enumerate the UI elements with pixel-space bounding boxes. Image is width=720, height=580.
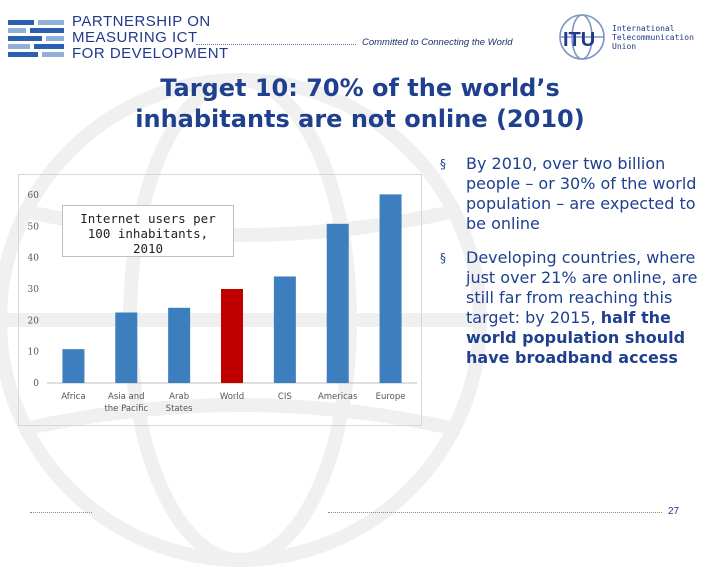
bar bbox=[62, 349, 85, 383]
x-tick-label: Arab bbox=[169, 392, 189, 402]
bullet-item: § By 2010, over two billion people – or … bbox=[436, 154, 720, 234]
bar bbox=[379, 194, 402, 383]
x-tick-label: Africa bbox=[61, 392, 85, 402]
logo-line-2: MEASURING ICT bbox=[72, 29, 198, 46]
x-tick-label: States bbox=[166, 404, 193, 414]
bar-chart-svg: 0 10 20 30 40 50 60 Africa Asia and the Pacific Ar… bbox=[28, 191, 417, 414]
legend-line-2: 100 inhabitants, bbox=[87, 226, 209, 241]
x-tick-label: the Pacific bbox=[104, 404, 148, 414]
footer-dotted-rule-left bbox=[30, 512, 92, 513]
tagline: Committed to Connecting the World bbox=[362, 37, 513, 48]
partnership-logo-text: PARTNERSHIP ON MEASURING ICT FOR DEVELOP… bbox=[72, 14, 229, 62]
bullet-text-plain: By 2010, over two billion people – or 30… bbox=[466, 154, 697, 233]
footer-dotted-rule-right bbox=[328, 512, 662, 513]
page-number: 27 bbox=[668, 506, 680, 517]
y-tick-label: 50 bbox=[28, 222, 40, 232]
itu-name: International Telecommunication Union bbox=[612, 24, 694, 51]
bullet-text-bold: half the world population should have br… bbox=[466, 308, 686, 367]
chart-legend-box: Internet users per 100 inhabitants, 2010 bbox=[62, 205, 234, 257]
x-tick-label: Europe bbox=[376, 392, 406, 402]
y-tick-label: 40 bbox=[28, 254, 40, 264]
itu-logo-icon: ITU bbox=[559, 14, 605, 60]
header-dotted-rule bbox=[196, 44, 356, 45]
itu-logo-mark: ITU bbox=[563, 29, 595, 51]
bullet-item: § Developing countries, where just over … bbox=[436, 248, 720, 368]
y-tick-label: 10 bbox=[28, 348, 40, 358]
slide-title-line-1: Target 10: 70% of the world’s bbox=[160, 74, 560, 102]
bar bbox=[221, 289, 243, 383]
x-tick-label: World bbox=[220, 392, 244, 402]
bar bbox=[326, 223, 349, 383]
y-tick-label: 30 bbox=[28, 285, 40, 295]
bullet-text: Developing countries, where just over 21… bbox=[466, 248, 698, 367]
bar-chart: 0 10 20 30 40 50 60 Africa Asia and the Pacific Ar… bbox=[18, 174, 422, 426]
bullet-marker: § bbox=[440, 251, 446, 265]
slide-title-line-2: inhabitants are not online (2010) bbox=[135, 105, 585, 133]
y-tick-label: 20 bbox=[28, 316, 40, 326]
y-tick-label: 60 bbox=[28, 191, 40, 201]
logo-line-3: FOR DEVELOPMENT bbox=[72, 45, 229, 62]
y-tick-label: 0 bbox=[33, 379, 39, 389]
x-tick-label: Asia and bbox=[108, 392, 145, 402]
x-tick-label: CIS bbox=[278, 392, 292, 402]
partnership-logo-icon bbox=[8, 20, 64, 57]
logo-line-1: PARTNERSHIP ON bbox=[72, 13, 211, 30]
bullet-list: § By 2010, over two billion people – or … bbox=[436, 154, 720, 382]
itu-line-3: Union bbox=[612, 42, 637, 51]
slide-title: Target 10: 70% of the world’s inhabitant… bbox=[60, 73, 660, 135]
x-tick-label: Americas bbox=[318, 392, 358, 402]
bullet-text-plain: Developing countries, where just over 21… bbox=[466, 248, 698, 327]
itu-line-1: International bbox=[612, 24, 675, 33]
bullet-marker: § bbox=[440, 157, 446, 171]
bullet-text: By 2010, over two billion people – or 30… bbox=[466, 154, 696, 233]
itu-line-2: Telecommunication bbox=[612, 33, 694, 42]
legend-line-3: 2010 bbox=[132, 241, 164, 256]
bar bbox=[168, 307, 191, 383]
bar bbox=[273, 276, 296, 383]
legend-line-1: Internet users per bbox=[80, 211, 216, 226]
bar bbox=[115, 312, 138, 383]
